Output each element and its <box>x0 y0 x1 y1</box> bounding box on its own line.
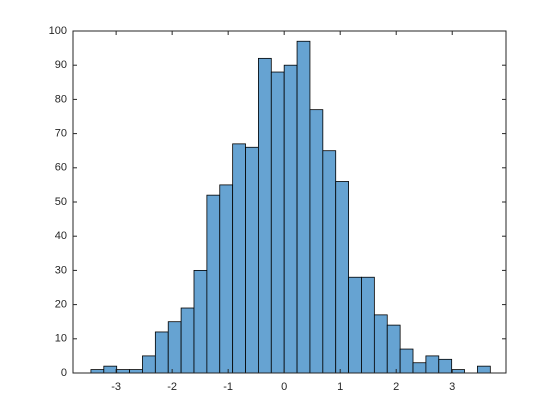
bar <box>322 150 337 374</box>
x-tick-label: -3 <box>111 381 121 393</box>
bar <box>142 355 156 374</box>
bar <box>283 64 298 374</box>
y-tick-label: 50 <box>55 196 67 208</box>
y-tick-label: 40 <box>55 230 67 242</box>
bar <box>116 369 130 374</box>
bar <box>193 269 208 374</box>
bar <box>296 40 311 374</box>
y-tick-label: 100 <box>49 25 67 37</box>
x-tick-label: 0 <box>281 381 287 393</box>
y-tick-label: 20 <box>55 299 67 311</box>
x-tick-label: -1 <box>223 381 233 393</box>
y-tick-label: 30 <box>55 264 67 276</box>
bar <box>129 369 143 374</box>
bar <box>373 314 388 374</box>
bar <box>438 358 453 374</box>
bar <box>167 321 182 374</box>
bar <box>309 109 324 374</box>
bar <box>154 331 169 374</box>
bar <box>451 369 465 374</box>
bar <box>399 348 414 374</box>
bar <box>180 307 195 374</box>
bar <box>361 276 375 374</box>
bar <box>206 194 221 374</box>
y-tick-label: 90 <box>55 59 67 71</box>
bar <box>90 369 105 374</box>
bar <box>348 276 362 374</box>
x-tick-label: 3 <box>449 381 455 393</box>
bar <box>270 71 285 374</box>
bar <box>412 362 427 374</box>
x-tick-label: 1 <box>337 381 343 393</box>
bar <box>425 355 440 374</box>
y-tick-label: 70 <box>55 128 67 140</box>
y-tick-label: 10 <box>55 333 67 345</box>
bar <box>103 365 118 374</box>
plot-area <box>90 40 491 374</box>
y-tick-label: 80 <box>55 93 67 105</box>
bar <box>386 324 401 374</box>
bar <box>477 365 491 374</box>
bar <box>335 181 349 374</box>
bar <box>219 184 234 374</box>
y-tick-label: 60 <box>55 162 67 174</box>
x-tick-label: -2 <box>167 381 177 393</box>
bar <box>245 146 259 374</box>
bar <box>258 57 272 374</box>
x-tick-label: 2 <box>393 381 399 393</box>
y-tick-label: 0 <box>61 367 67 379</box>
bar <box>232 143 246 374</box>
